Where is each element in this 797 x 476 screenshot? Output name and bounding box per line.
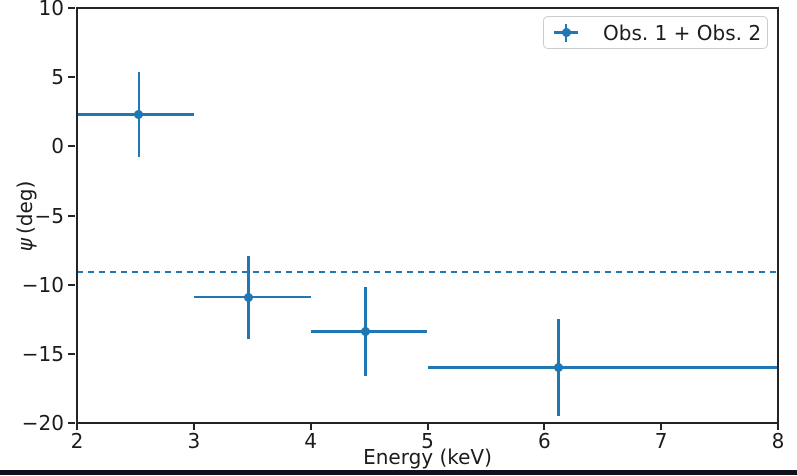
data-point-marker <box>553 363 563 373</box>
y-axis-unit: (deg) <box>13 180 37 235</box>
x-tick-label: 7 <box>654 429 668 453</box>
y-axis-tick <box>68 283 75 286</box>
x-axis-tick <box>76 423 78 430</box>
legend-marker-dot <box>561 28 571 37</box>
x-axis-tick <box>543 423 546 430</box>
x-tick-label: 6 <box>537 429 551 453</box>
x-tick-label: 5 <box>421 429 434 453</box>
data-point-marker <box>244 292 254 302</box>
x-axis-tick <box>777 423 779 430</box>
y-tick-label: −5 <box>34 203 64 228</box>
x-axis-tick <box>309 423 312 430</box>
y-tick-label: 10 <box>38 0 64 20</box>
bottom-bar <box>0 470 797 475</box>
x-tick-label: 8 <box>771 429 785 453</box>
y-axis-tick <box>68 145 75 148</box>
legend: Obs. 1 + Obs. 2 <box>543 16 768 49</box>
y-tick-label: 5 <box>51 65 64 90</box>
y-axis-tick <box>68 214 75 217</box>
plot-area: 2 3 4 5 6 7 8 10 5 0 −5 −10 −15 −20 <box>22 0 785 453</box>
y-axis-tick <box>68 76 75 79</box>
x-tick-label: 2 <box>70 429 84 453</box>
y-axis-tick <box>68 7 75 9</box>
data-point-marker <box>134 110 144 120</box>
x-tick-label: 4 <box>304 429 318 453</box>
y-axis-symbol: ψ <box>13 238 37 252</box>
y-axis-label: ψ (deg) <box>13 181 37 252</box>
reference-dashed-line <box>77 271 778 274</box>
x-axis-tick <box>660 423 663 430</box>
error-bar-horizontal <box>427 366 778 369</box>
legend-label: Obs. 1 + Obs. 2 <box>603 20 762 45</box>
y-tick-label: −10 <box>21 272 64 297</box>
x-axis-tick <box>426 423 429 430</box>
x-tick-label: 3 <box>187 429 201 453</box>
y-tick-label: −15 <box>21 341 64 366</box>
y-axis-tick <box>68 422 75 424</box>
data-point-marker <box>361 327 371 337</box>
x-axis-tick <box>192 423 195 430</box>
y-axis-tick <box>68 352 75 355</box>
x-axis-label: Energy (keV) <box>363 445 492 469</box>
y-tick-label: −20 <box>21 411 64 435</box>
y-tick-label: 0 <box>51 134 64 159</box>
errorbar-marker-icon <box>553 21 579 45</box>
